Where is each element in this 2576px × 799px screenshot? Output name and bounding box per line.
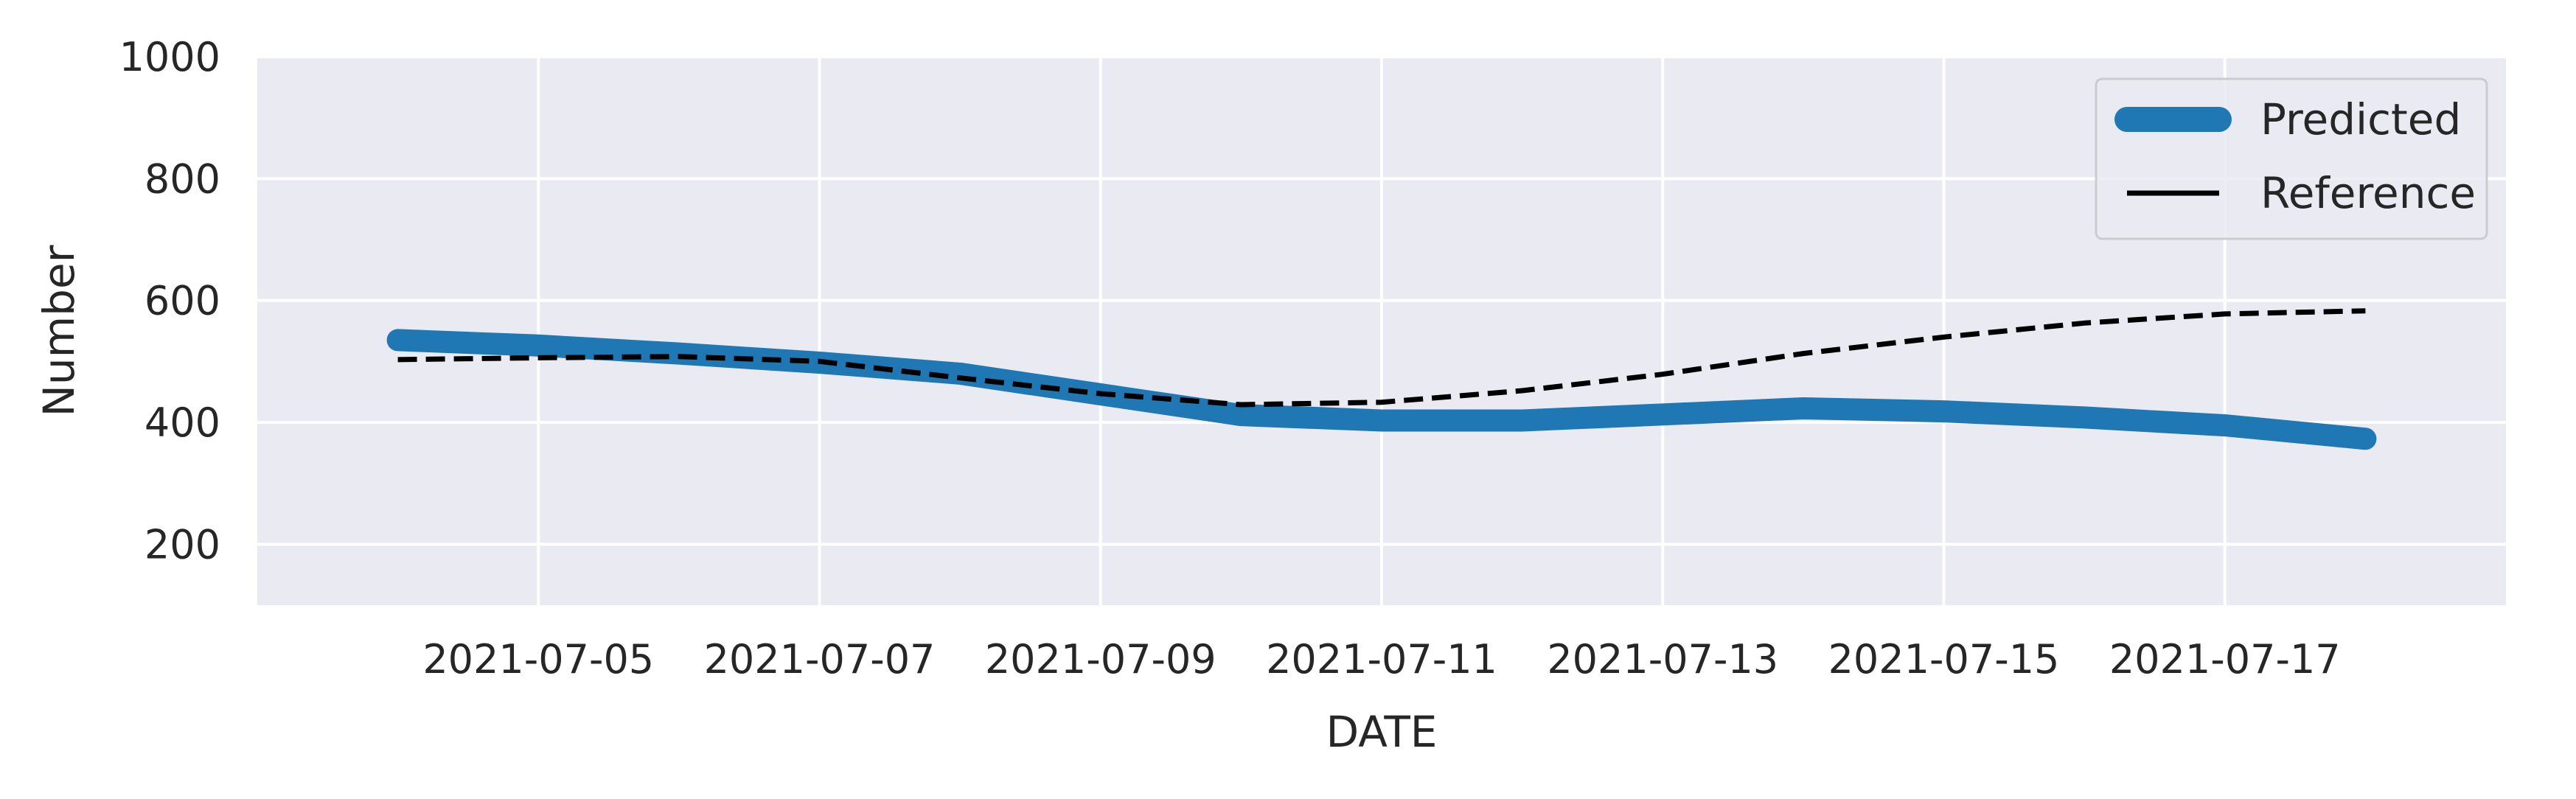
x-tick-label: 2021-07-11 <box>1266 636 1497 683</box>
x-tick-label: 2021-07-05 <box>422 636 654 683</box>
x-tick-label: 2021-07-15 <box>1828 636 2060 683</box>
y-tick-label: 400 <box>145 400 220 446</box>
y-tick-label: 600 <box>145 278 220 324</box>
x-axis-label: DATE <box>1326 707 1438 757</box>
legend-predicted-label: Predicted <box>2260 94 2461 144</box>
y-tick-label: 1000 <box>119 34 220 80</box>
x-tick-label: 2021-07-13 <box>1547 636 1778 683</box>
x-tick-label: 2021-07-17 <box>2109 636 2341 683</box>
y-tick-labels: 200 400 600 800 1000 <box>119 34 220 568</box>
series-line-reference <box>397 308 2366 408</box>
y-axis-label: Number <box>34 245 84 416</box>
y-tick-label: 800 <box>145 156 220 202</box>
x-tick-labels: 2021-07-05 2021-07-07 2021-07-09 2021-07-11… <box>422 636 2340 683</box>
series-line-predicted <box>386 329 2377 450</box>
series-lines <box>386 308 2377 450</box>
legend: Predicted Reference <box>2095 77 2488 240</box>
legend-reference-label: Reference <box>2260 168 2476 218</box>
x-tick-label: 2021-07-09 <box>985 636 1216 683</box>
x-tick-label: 2021-07-07 <box>704 636 936 683</box>
y-tick-label: 200 <box>145 521 220 568</box>
